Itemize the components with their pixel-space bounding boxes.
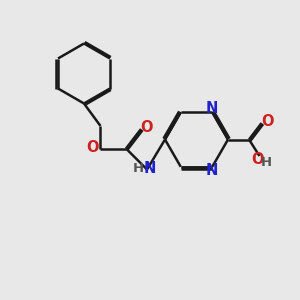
Text: H: H [133, 161, 144, 175]
Text: O: O [252, 152, 264, 166]
Text: O: O [141, 120, 153, 135]
Text: N: N [206, 163, 218, 178]
Text: O: O [261, 114, 274, 129]
Text: N: N [206, 101, 218, 116]
Text: O: O [87, 140, 99, 154]
Text: H: H [260, 156, 272, 169]
Text: N: N [143, 160, 156, 175]
